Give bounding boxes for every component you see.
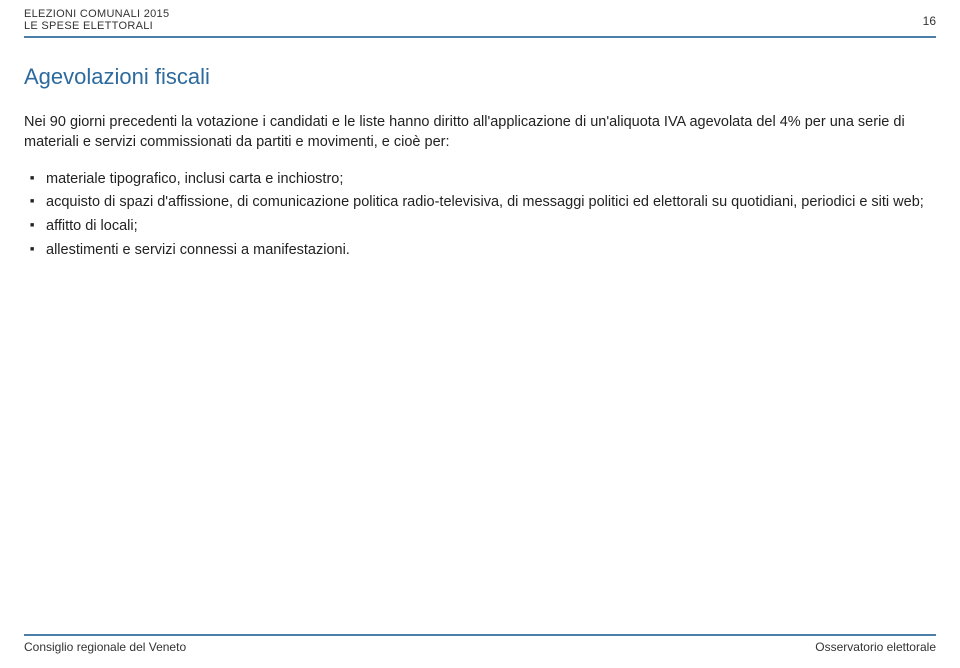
- header-rule: [24, 36, 936, 38]
- page-header: ELEZIONI COMUNALI 2015 LE SPESE ELETTORA…: [24, 8, 936, 38]
- header-title-line2: LE SPESE ELETTORALI: [24, 20, 936, 32]
- list-item: acquisto di spazi d'affissione, di comun…: [24, 192, 936, 214]
- footer-right: Osservatorio elettorale: [815, 640, 936, 654]
- section-title: Agevolazioni fiscali: [24, 64, 936, 90]
- footer-left: Consiglio regionale del Veneto: [24, 640, 186, 654]
- bullet-list: materiale tipografico, inclusi carta e i…: [24, 169, 936, 262]
- list-item: affitto di locali;: [24, 216, 936, 238]
- header-title-line1: ELEZIONI COMUNALI 2015: [24, 8, 936, 20]
- list-item: materiale tipografico, inclusi carta e i…: [24, 169, 936, 191]
- footer-rule: [24, 634, 936, 636]
- page-footer: Consiglio regionale del Veneto Osservato…: [24, 634, 936, 654]
- intro-paragraph: Nei 90 giorni precedenti la votazione i …: [24, 112, 936, 153]
- list-item: allestimenti e servizi connessi a manife…: [24, 240, 936, 262]
- page-number: 16: [923, 14, 936, 28]
- footer-row: Consiglio regionale del Veneto Osservato…: [24, 640, 936, 654]
